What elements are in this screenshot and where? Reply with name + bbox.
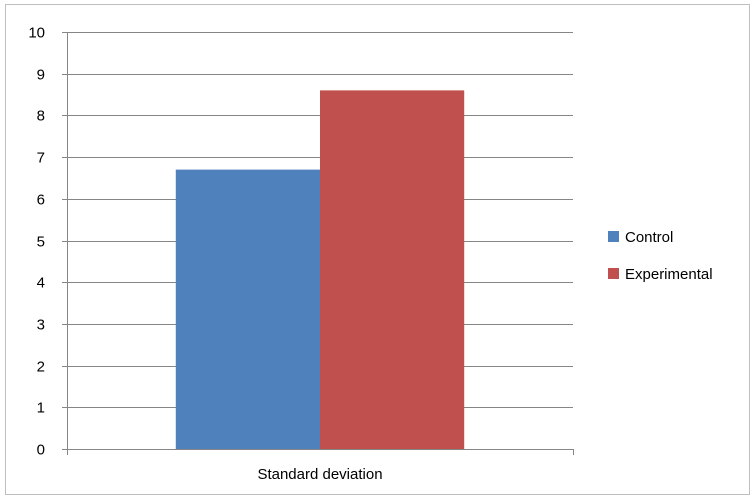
y-tick-label-10: 10 (28, 25, 45, 42)
y-tick-label-1: 1 (37, 400, 45, 417)
legend-label-experimental: Experimental (625, 266, 713, 283)
x-tick-label: Standard deviation (257, 466, 382, 483)
y-tick-label-9: 9 (37, 67, 45, 84)
y-tick-label-4: 4 (37, 275, 45, 292)
y-tick-label-2: 2 (37, 359, 45, 376)
legend-swatch-control (608, 231, 619, 242)
gridlines (67, 32, 573, 408)
y-tick-label-5: 5 (37, 234, 45, 251)
bar-experimental (320, 90, 465, 449)
y-tick-label-0: 0 (37, 442, 45, 459)
axes (62, 32, 574, 455)
legend-label-control: Control (625, 229, 673, 246)
legend-swatch-experimental (608, 268, 619, 279)
x-axis-tick-labels: Standard deviation (257, 466, 382, 483)
y-axis-tick-labels: 0 1 2 3 4 5 6 7 8 9 10 (28, 25, 45, 459)
y-tick-label-3: 3 (37, 317, 45, 334)
legend: Control Experimental (608, 229, 713, 283)
bars (175, 90, 465, 450)
bar-control (175, 169, 320, 450)
y-tick-label-7: 7 (37, 150, 45, 167)
y-tick-label-6: 6 (37, 192, 45, 209)
y-tick-label-8: 8 (37, 108, 45, 125)
